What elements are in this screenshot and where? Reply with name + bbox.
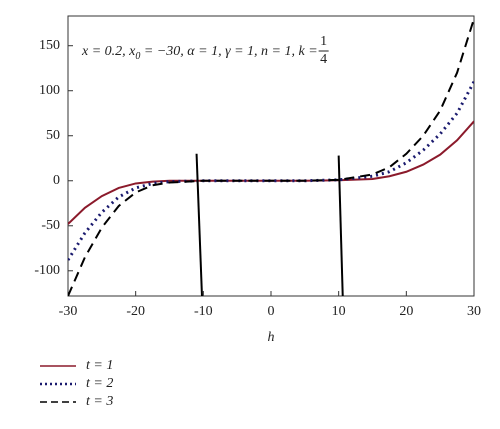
legend-label: t = 3 <box>86 394 113 409</box>
annotation: x = 0.2, x0 = −30, α = 1, γ = 1, n = 1, … <box>81 44 318 62</box>
legend-label: t = 1 <box>86 358 113 373</box>
y-tick-label: -50 <box>41 218 60 233</box>
vertical-line <box>337 155 344 296</box>
x-tick-label: 0 <box>268 304 275 319</box>
series-line <box>68 18 474 296</box>
y-tick-label: 150 <box>39 38 60 53</box>
series-line <box>68 81 474 261</box>
x-tick-label: -30 <box>59 304 78 319</box>
y-tick-label: 50 <box>46 128 60 143</box>
legend-label: t = 2 <box>86 376 113 391</box>
x-tick-label: -20 <box>126 304 145 319</box>
x-tick-label: 10 <box>332 304 346 319</box>
x-tick-label: 20 <box>399 304 413 319</box>
x-tick-label: -10 <box>194 304 213 319</box>
y-tick-label: 0 <box>53 173 60 188</box>
x-tick-label: 30 <box>467 304 481 319</box>
annotation-numerator: 1 <box>320 34 327 49</box>
vertical-line <box>195 153 203 296</box>
series-line <box>68 120 474 225</box>
y-tick-label: 100 <box>39 83 60 98</box>
annotation-text: x = 0.2, x <box>81 44 136 59</box>
x-axis-label: h <box>268 330 275 345</box>
annotation-rest: = −30, α = 1, γ = 1, n = 1, k = <box>140 44 317 59</box>
annotation-sub: 0 <box>135 51 140 62</box>
annotation-denominator: 4 <box>320 52 327 67</box>
y-tick-label: -100 <box>34 263 60 278</box>
